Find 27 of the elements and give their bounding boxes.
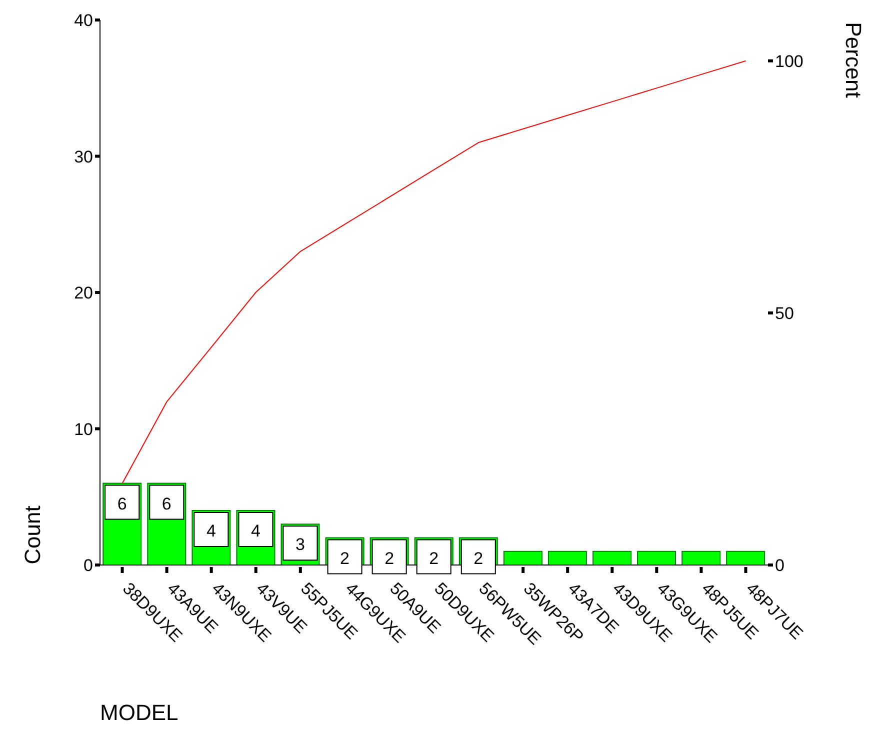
y-tick-label: 20: [74, 284, 93, 303]
bar: [503, 550, 542, 565]
y2-axis-title: Percent: [841, 22, 866, 98]
y-axis-title: Count: [20, 506, 45, 564]
data-label: 2: [340, 548, 350, 568]
data-label: 2: [429, 548, 439, 568]
data-label: 3: [296, 535, 305, 554]
y-tick-label: 10: [74, 420, 93, 439]
data-label: 4: [206, 522, 216, 540]
bar: [548, 550, 587, 565]
y-tick-label: 30: [74, 147, 93, 166]
data-label: 6: [162, 494, 172, 514]
y2-tick-label: 0: [775, 556, 784, 576]
y2-tick-label: 50: [775, 304, 794, 323]
y-tick-label: 40: [74, 11, 93, 30]
data-label: 4: [250, 522, 260, 540]
bar: [682, 550, 721, 565]
data-label: 2: [384, 548, 394, 568]
bar: [726, 550, 766, 565]
x-axis-title: MODEL: [100, 700, 178, 725]
data-label: 6: [117, 494, 127, 514]
line-series: [122, 60, 746, 484]
bar: [637, 550, 676, 565]
y-tick-label: 0: [84, 556, 93, 576]
y2-tick-label: 100: [775, 52, 804, 71]
data-label: 2: [474, 548, 484, 568]
bar: [592, 550, 632, 565]
